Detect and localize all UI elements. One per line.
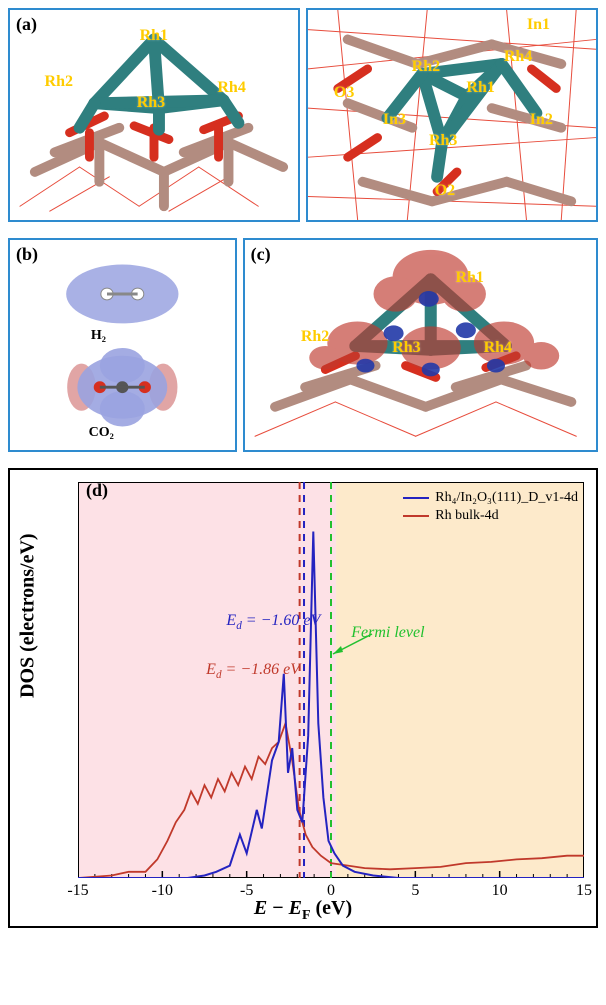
co2-label: CO₂ [89,425,114,441]
x-tick-label: -10 [152,882,173,900]
atom-label: O2 [435,182,455,200]
row-d: (d) DOS (electrons/eV) E − EF (eV) Rh₄/I… [0,460,606,936]
x-tick-label: 0 [327,882,335,900]
atom-label: Rh1 [455,269,483,287]
legend: Rh₄/In₂O₃(111)_D_v1-4d Rh bulk-4d [403,490,578,526]
panel-d: (d) DOS (electrons/eV) E − EF (eV) Rh₄/I… [8,468,598,928]
atom-label: Rh1 [466,79,494,97]
panel-b-svg [10,240,235,450]
fermi-label-text: Fermi level [351,624,424,641]
atom-label: O3 [334,84,354,102]
x-tick-label: -5 [240,882,253,900]
ed-red-annotation: Ed = −1.86 eV [206,661,300,681]
ed-blue-annotation: Ed = −1.60 eV [226,612,320,632]
x-tick-label: 15 [576,882,592,900]
atom-label: Rh1 [140,27,168,45]
panel-a-left: (a) [8,8,300,222]
atom-label: Rh4 [504,48,532,66]
atom-label: Rh4 [484,339,512,357]
panel-c-label: (c) [251,244,271,265]
legend-row-1: Rh bulk-4d [403,508,578,524]
panel-b: (b) [8,238,237,452]
atom-label: Rh3 [137,94,165,112]
atom-label: Rh3 [392,339,420,357]
panel-a-right: In1 Rh2 Rh4 Rh1 O3 In3 Rh3 In2 O2 [306,8,598,222]
atom-label: Rh2 [45,73,73,91]
x-tick-label: -15 [67,882,88,900]
legend-swatch-1 [403,515,429,517]
row-bc: (b) [0,230,606,460]
panel-a-label: (a) [16,14,37,35]
atom-label: Rh2 [301,328,329,346]
figure-root: (a) [0,0,606,936]
atom-label: In1 [527,16,550,34]
chart-svg [78,482,584,878]
legend-label-0: Rh₄/In₂O₃(111)_D_v1-4d [435,490,578,506]
legend-swatch-0 [403,497,429,499]
chart-plot-area [78,482,584,878]
fermi-annotation: Fermi level [351,624,424,642]
x-axis-label: E − EF (eV) [254,897,352,924]
atom-label: Rh4 [217,79,245,97]
x-tick-label: 10 [492,882,508,900]
panel-b-label: (b) [16,244,38,265]
legend-label-1: Rh bulk-4d [435,508,498,524]
legend-row-0: Rh₄/In₂O₃(111)_D_v1-4d [403,490,578,506]
h2-label: H₂ [91,328,106,344]
row-a: (a) [0,0,606,230]
atom-label: Rh2 [412,58,440,76]
panel-c: (c) [243,238,598,452]
y-axis-label-text: DOS (electrons/eV) [17,533,39,698]
atom-label: In2 [530,111,553,129]
atom-label: In3 [383,111,406,129]
atom-label: Rh3 [429,132,457,150]
x-tick-label: 5 [411,882,419,900]
y-axis-label: DOS (electrons/eV) [17,533,40,698]
panel-d-label: (d) [86,480,108,501]
